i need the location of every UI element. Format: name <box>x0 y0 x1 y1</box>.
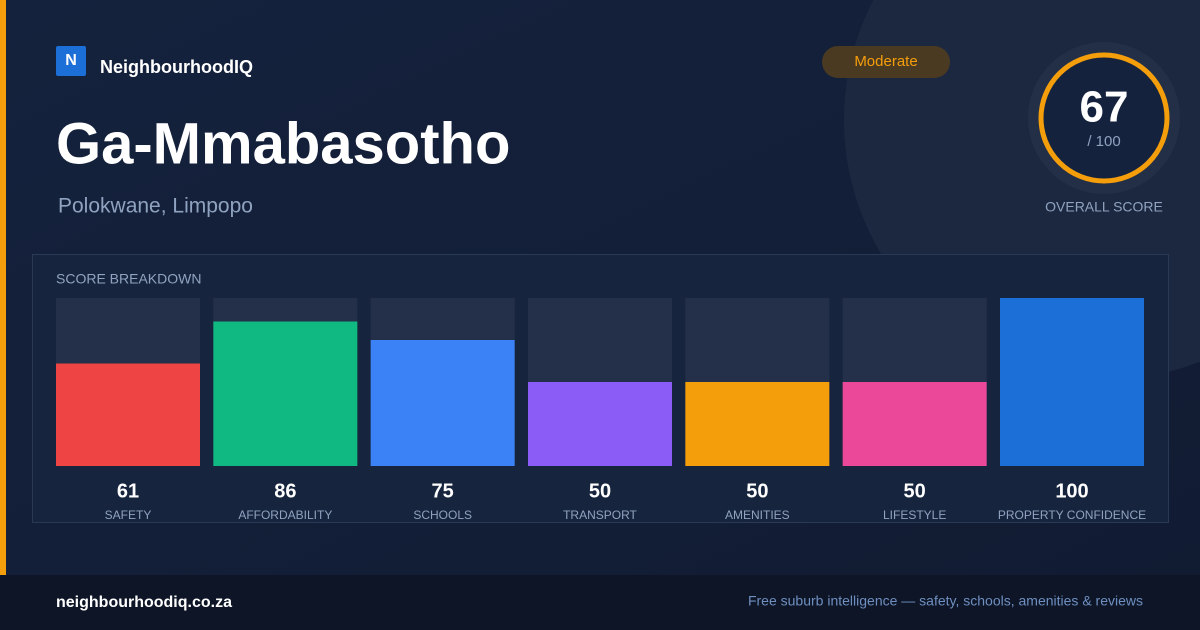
logo-letter: N <box>65 52 77 69</box>
category-label: TRANSPORT <box>563 508 637 522</box>
value-label: 100 <box>1055 480 1088 502</box>
bars: 61 SAFETY 86 AFFORDABILITY 75 SCHOOLS 50 TRANSP… <box>56 298 1146 522</box>
footer-site: neighbourhoodiq.co.za <box>56 594 232 611</box>
value-label: 50 <box>589 480 611 502</box>
footer-tagline: Free suburb intelligence — safety, schoo… <box>748 593 1143 609</box>
bar <box>842 382 987 466</box>
value-label: 86 <box>274 480 296 502</box>
location: Polokwane, Limpopo <box>58 195 253 218</box>
bar <box>56 363 200 466</box>
category-label: SCHOOLS <box>413 508 472 522</box>
bar <box>370 340 515 466</box>
breakdown-title: SCORE BREAKDOWN <box>56 271 201 287</box>
footer <box>0 575 1200 630</box>
suburb-title: Ga-Mmabasotho <box>56 111 510 176</box>
score-label: OVERALL SCORE <box>1045 199 1163 215</box>
score-out-of: / 100 <box>1087 133 1120 150</box>
badge <box>822 46 950 78</box>
category-label: AMENITIES <box>725 508 790 522</box>
category-label: PROPERTY CONFIDENCE <box>998 508 1146 522</box>
accent-stripe <box>0 0 6 575</box>
bar <box>213 321 358 466</box>
logo <box>56 46 86 76</box>
bar <box>685 382 830 466</box>
category-label: LIFESTYLE <box>883 508 946 522</box>
brand-name: NeighbourhoodIQ <box>100 57 253 77</box>
score-ring <box>1038 52 1170 184</box>
bar <box>528 382 672 466</box>
category-label: SAFETY <box>105 508 152 522</box>
badge-text: Moderate <box>854 53 917 70</box>
value-label: 50 <box>904 480 926 502</box>
value-label: 61 <box>117 480 139 502</box>
category-label: AFFORDABILITY <box>238 508 332 522</box>
bar <box>1000 298 1144 466</box>
value-label: 50 <box>746 480 768 502</box>
score-value: 67 <box>1080 83 1129 132</box>
value-label: 75 <box>432 480 454 502</box>
